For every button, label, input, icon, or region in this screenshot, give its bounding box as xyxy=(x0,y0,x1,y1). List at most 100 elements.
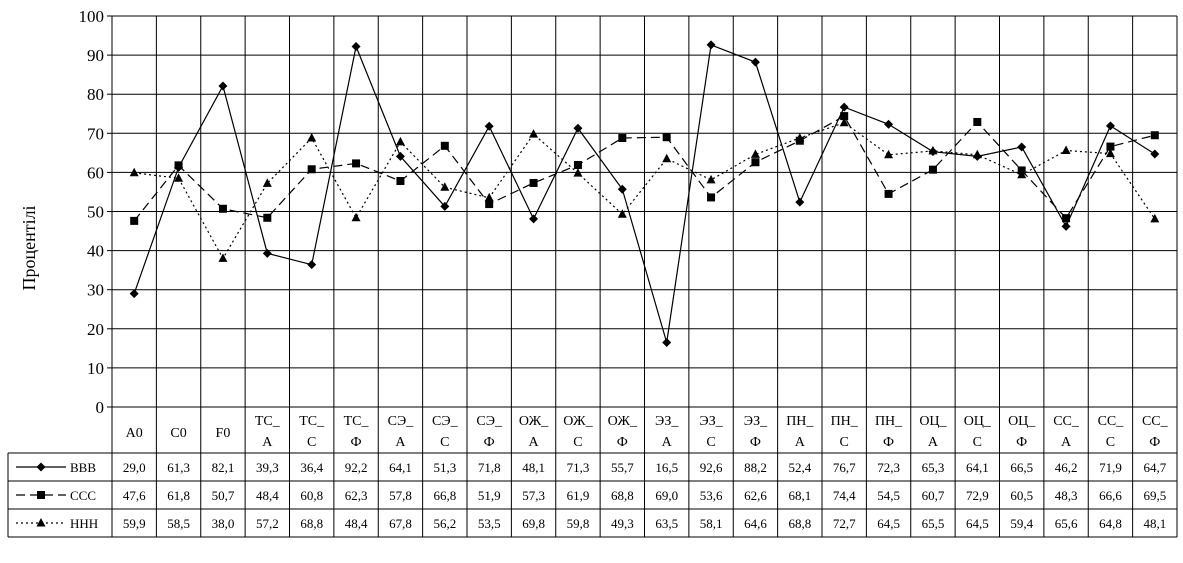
data-point-triangle xyxy=(839,117,849,127)
data-label: 69,8 xyxy=(522,516,545,531)
data-point-diamond xyxy=(884,119,894,129)
data-label: 61,8 xyxy=(167,488,190,503)
y-tick-label: 70 xyxy=(87,124,104,143)
data-point-triangle xyxy=(795,132,805,142)
category-label: ТС_ xyxy=(255,414,281,429)
data-label: 48,1 xyxy=(522,460,545,475)
legend-label: ССС xyxy=(70,488,96,503)
data-label: 29,0 xyxy=(123,460,146,475)
data-label: 64,1 xyxy=(389,460,412,475)
data-point-square xyxy=(307,165,316,174)
category-label: Ф xyxy=(351,435,362,450)
data-point-diamond xyxy=(662,337,672,347)
data-label: 92,6 xyxy=(700,460,723,475)
category-label: Ф xyxy=(1016,435,1027,450)
data-label: 16,5 xyxy=(655,460,678,475)
category-label: ТС_ xyxy=(344,414,370,429)
data-label: 53,6 xyxy=(700,488,723,503)
category-label: F0 xyxy=(216,426,231,441)
data-label: 56,2 xyxy=(433,516,456,531)
data-label: 64,1 xyxy=(966,460,989,475)
data-point-triangle xyxy=(972,149,982,159)
data-point-diamond xyxy=(839,102,849,112)
data-label: 65,5 xyxy=(922,516,945,531)
category-label: СЭ_ xyxy=(432,414,459,429)
category-label: A0 xyxy=(126,426,143,441)
data-label: 71,9 xyxy=(1099,460,1122,475)
data-point-triangle xyxy=(351,212,361,222)
data-label: 60,8 xyxy=(300,488,323,503)
y-tick-label: 60 xyxy=(87,163,104,182)
data-table: A0 C0 F0 ТС_ А ТС_ С ТС_ Ф СЭ_ А СЭ_ С СЭ_ Ф ОЖ_ А ОЖ_ С ОЖ… xyxy=(7,414,1178,538)
category-label: А xyxy=(795,435,806,450)
data-label: 76,7 xyxy=(833,460,856,475)
data-label: 66,6 xyxy=(1099,488,1122,503)
data-point-triangle xyxy=(262,178,272,187)
data-label: 57,3 xyxy=(522,488,545,503)
data-point-triangle xyxy=(573,168,583,177)
data-point-square xyxy=(440,141,449,150)
data-label: 67,8 xyxy=(389,516,412,531)
data-point-triangle xyxy=(395,136,405,146)
y-tick-label: 90 xyxy=(87,46,104,65)
data-label: 68,8 xyxy=(611,488,634,503)
category-label: ОЖ_ xyxy=(519,414,549,429)
data-point-triangle xyxy=(174,173,184,182)
y-tick-label: 10 xyxy=(87,359,104,378)
category-label: Ф xyxy=(750,435,761,450)
series-line-1 xyxy=(133,44,1156,343)
y-tick-label: 80 xyxy=(87,85,104,104)
data-label: 49,3 xyxy=(611,516,634,531)
category-label: СЭ_ xyxy=(388,414,415,429)
category-label: А xyxy=(928,435,939,450)
data-point-diamond xyxy=(351,41,361,51)
data-label: 65,6 xyxy=(1055,516,1078,531)
data-point-diamond xyxy=(129,289,139,299)
data-point-triangle xyxy=(129,167,139,177)
data-label: 64,6 xyxy=(744,516,767,531)
data-point-square xyxy=(174,161,183,170)
data-point-square xyxy=(485,200,494,209)
category-label: А xyxy=(1061,435,1072,450)
data-point-diamond xyxy=(36,462,46,472)
data-point-diamond xyxy=(617,184,627,194)
data-label: 51,9 xyxy=(478,488,501,503)
category-label: ОЦ_ xyxy=(964,414,992,429)
y-tick-label: 30 xyxy=(87,281,104,300)
data-point-diamond xyxy=(484,121,494,131)
data-label: 57,8 xyxy=(389,488,412,503)
data-label: 59,9 xyxy=(123,516,146,531)
category-label: С xyxy=(1106,435,1115,450)
data-point-triangle xyxy=(706,174,716,184)
data-label: 63,5 xyxy=(655,516,678,531)
data-label: 53,5 xyxy=(478,516,501,531)
category-label: ЭЗ_ xyxy=(744,414,768,429)
category-label: ЭЗ_ xyxy=(655,414,679,429)
data-label: 88,2 xyxy=(744,460,767,475)
category-label: А xyxy=(529,435,540,450)
data-point-square xyxy=(1150,131,1159,140)
data-label: 52,4 xyxy=(788,460,811,475)
data-label: 69,5 xyxy=(1143,488,1166,503)
data-point-diamond xyxy=(1061,221,1071,231)
data-label: 74,4 xyxy=(833,488,856,503)
category-label: ТС_ xyxy=(299,414,325,429)
data-label: 38,0 xyxy=(212,516,235,531)
data-point-triangle xyxy=(750,149,760,158)
category-label: Ф xyxy=(1149,435,1160,450)
data-label: 55,7 xyxy=(611,460,634,475)
data-point-triangle xyxy=(617,209,627,218)
legend-label: ННН xyxy=(70,516,98,531)
data-point-diamond xyxy=(1017,142,1027,152)
series-line-3 xyxy=(134,122,1156,260)
data-point-diamond xyxy=(795,197,805,207)
data-point-triangle xyxy=(1105,148,1115,158)
category-label: ПН_ xyxy=(786,414,814,429)
data-label: 48,4 xyxy=(345,516,368,531)
data-point-diamond xyxy=(1150,149,1160,159)
category-label: ОЦ_ xyxy=(1008,414,1036,429)
category-label: Ф xyxy=(883,435,894,450)
data-label: 58,5 xyxy=(167,516,190,531)
data-label: 60,7 xyxy=(922,488,945,503)
data-label: 62,3 xyxy=(345,488,368,503)
